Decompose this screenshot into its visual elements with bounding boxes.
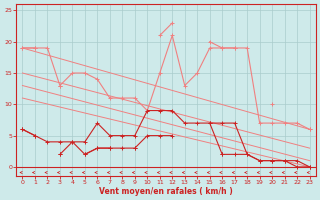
X-axis label: Vent moyen/en rafales ( km/h ): Vent moyen/en rafales ( km/h ) [99, 187, 233, 196]
